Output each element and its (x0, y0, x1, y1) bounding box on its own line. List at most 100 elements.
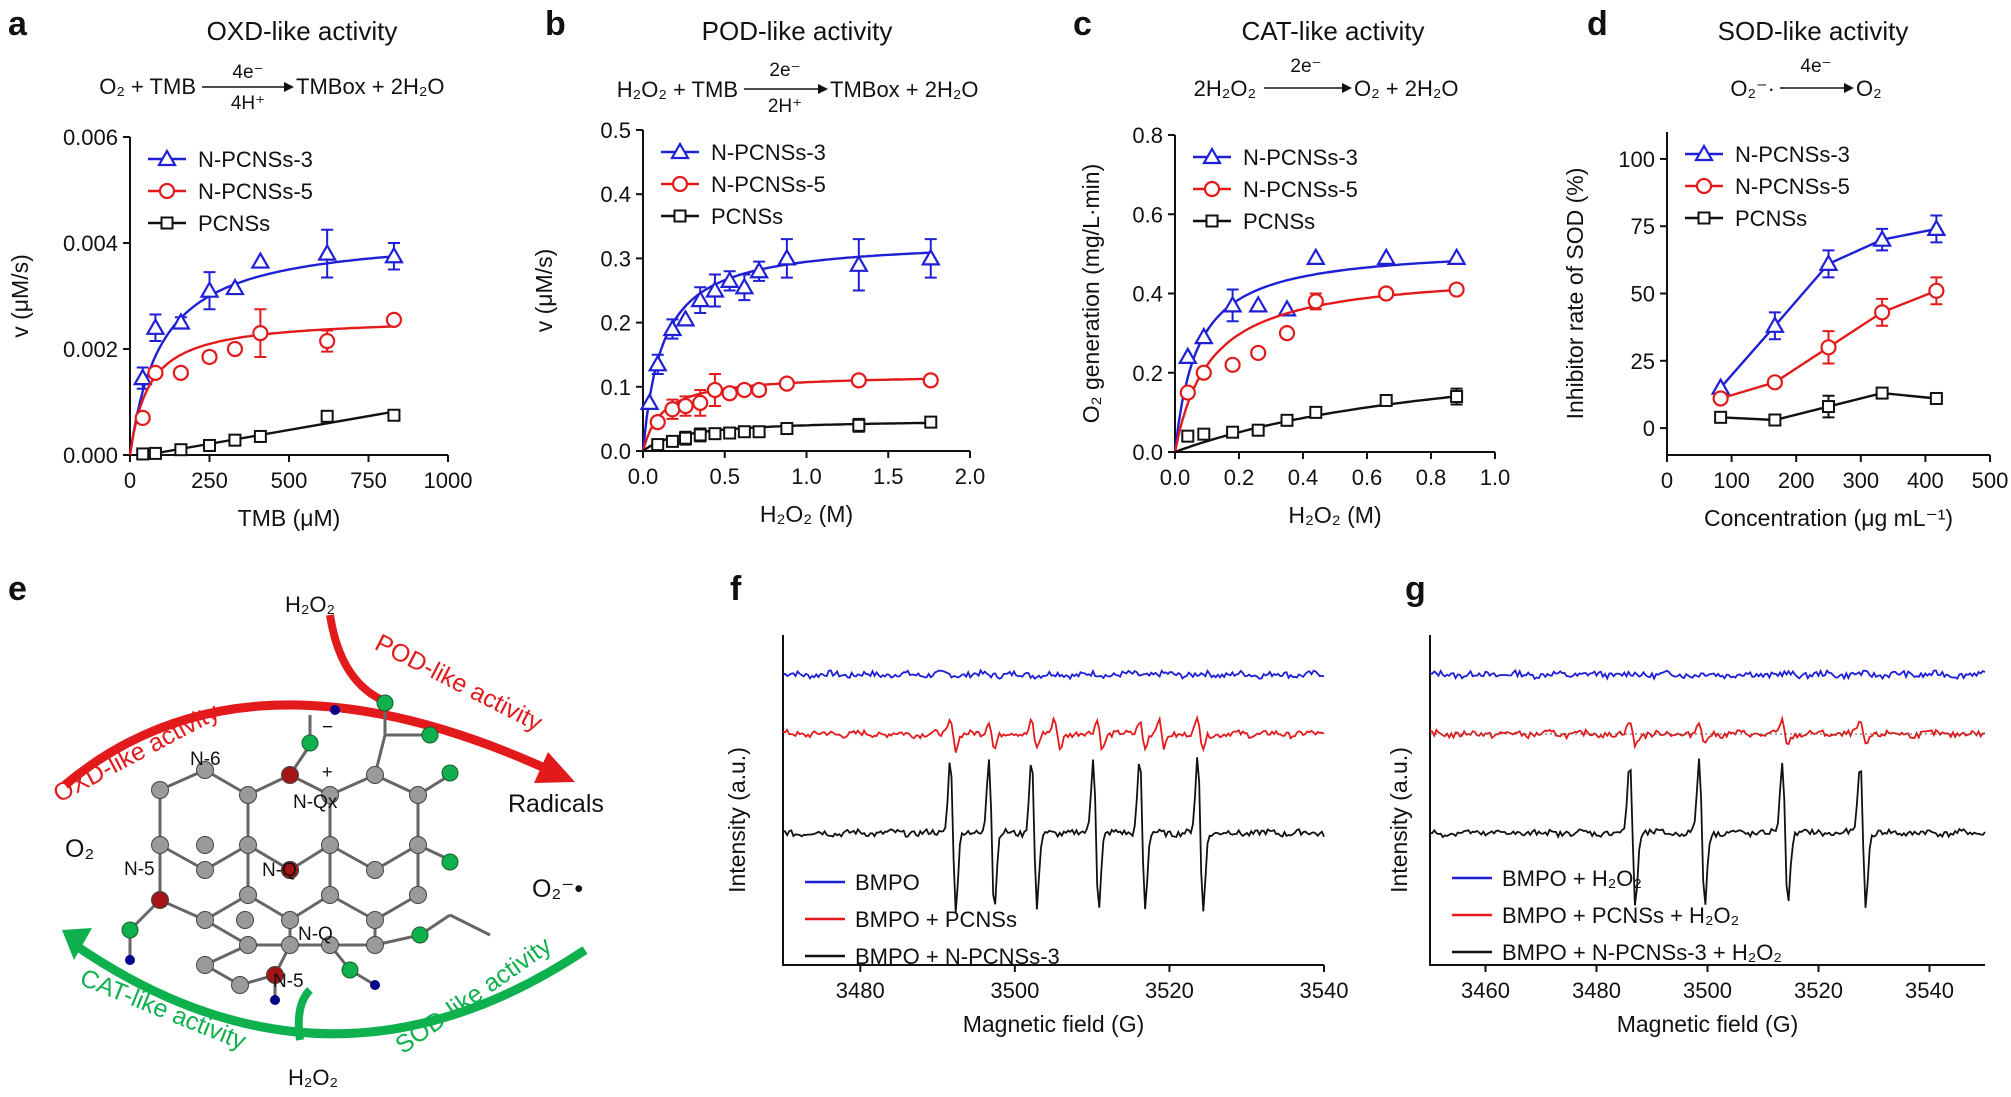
hydrogen-atom (270, 995, 280, 1005)
data-point (1378, 285, 1395, 302)
data-point (1822, 400, 1835, 414)
atom-label-nq-1: N-Q (262, 860, 297, 881)
ytick-label: 0.4 (600, 182, 631, 207)
series-1: N-PCNSs-5 (641, 172, 939, 452)
epr-series-0: BMPO + H₂O₂ (1429, 668, 1986, 891)
xtick-label: 0.0 (1160, 465, 1191, 490)
data-point (1928, 282, 1945, 299)
oxygen-atom (441, 853, 459, 871)
legend-label: PCNSs (198, 211, 270, 236)
data-point (253, 429, 267, 443)
data-point (1179, 384, 1196, 401)
carbon-atom (321, 836, 339, 854)
chart-epr-g: 3460 3480 3500 3520 3540 Magnetic field (G) In… (1386, 635, 1986, 1037)
ytick-label: 0.0 (600, 439, 631, 464)
legend-label: PCNSs (1735, 206, 1807, 231)
legend-label: N-PCNSs-5 (198, 179, 313, 204)
data-point (850, 372, 867, 389)
series-0: N-PCNSs-3 (1173, 145, 1467, 453)
data-point (1818, 253, 1839, 271)
lower-arc (72, 941, 588, 1039)
xtick-label: 1000 (424, 468, 473, 493)
legend-label: N-PCNSs-3 (711, 140, 826, 165)
atom-label-nqx: N-Qx (293, 792, 338, 813)
chart-pod: 0.0 0.5 1.0 1.5 2.0 0.0 0.1 0.2 0.3 0.4 0.5 H₂O₂ (M… (531, 118, 985, 527)
data-point (1177, 346, 1198, 364)
series-line (128, 255, 395, 456)
data-point (665, 434, 679, 448)
data-point (1875, 386, 1889, 400)
data-point (1226, 425, 1240, 439)
data-point (708, 427, 722, 441)
data-point (1224, 356, 1241, 373)
data-point (692, 394, 709, 411)
legend-marker (160, 216, 174, 230)
ytick-label: 0.1 (600, 375, 631, 400)
yaxis-label: O₂ generation (mg/L·min) (1078, 164, 1104, 423)
xaxis-label: H₂O₂ (M) (760, 501, 853, 527)
ytick-label: 0 (1643, 416, 1655, 441)
data-point (719, 270, 740, 288)
xtick-label: 3540 (1905, 978, 1954, 1003)
ytick-label: 0.2 (600, 311, 631, 336)
data-point (228, 433, 242, 447)
yaxis-label: Intensity (a.u.) (724, 747, 750, 893)
oxygen-atom (301, 734, 319, 752)
upper-arc (62, 700, 562, 789)
carbon-atom (231, 976, 249, 994)
upper-arc-head (534, 752, 575, 783)
data-point (734, 277, 755, 295)
carbon-atom (409, 886, 427, 904)
carbon-atom (239, 836, 257, 854)
data-point (1448, 281, 1465, 298)
carbon-atom (196, 761, 214, 779)
ytick-label: 0.4 (1132, 282, 1163, 307)
legend-label: N-PCNSs-3 (198, 147, 313, 172)
carbon-atom (409, 836, 427, 854)
xaxis-label: H₂O₂ (M) (1288, 502, 1381, 528)
data-point (1193, 326, 1214, 345)
data-point (922, 372, 939, 389)
data-point (226, 340, 244, 358)
xtick-label: 100 (1713, 468, 1750, 493)
data-point (225, 277, 245, 296)
ytick-label: 0.0 (1132, 440, 1163, 465)
carbon-atom (281, 936, 299, 954)
legend-label: BMPO (855, 870, 920, 895)
xtick-label: 400 (1907, 468, 1944, 493)
data-point (1446, 247, 1467, 265)
charge-minus: − (322, 717, 333, 738)
xtick-label: 3480 (836, 978, 885, 1003)
xtick-label: 0.2 (1224, 465, 1255, 490)
data-point (203, 438, 216, 452)
superoxide-label: O₂⁻• (532, 875, 583, 903)
nitrogen-atom (281, 766, 299, 784)
epr-series-0: BMPO (782, 668, 1325, 895)
legend-marker (673, 209, 687, 223)
data-point (736, 381, 753, 399)
legend-marker (671, 175, 689, 193)
legend-label: N-PCNSs-5 (711, 172, 826, 197)
data-point (1280, 413, 1294, 427)
data-point (737, 425, 751, 439)
ytick-label: 50 (1631, 282, 1655, 307)
xtick-label: 750 (350, 468, 387, 493)
data-point (1248, 295, 1269, 313)
h2o2-top: H₂O₂ (285, 592, 335, 617)
spectrum-line (782, 757, 1325, 913)
ytick-label: 0.2 (1132, 361, 1163, 386)
chart-oxd: 0 250 500 750 1000 0.000 0.002 0.004 0.006 TMB (μ… (7, 125, 472, 531)
data-point (675, 309, 696, 327)
data-point (1379, 393, 1393, 407)
series-1: N-PCNSs-5 (1173, 177, 1465, 453)
yaxis-label: Intensity (a.u.) (1386, 747, 1412, 893)
data-point (1768, 413, 1782, 427)
data-point (1872, 229, 1893, 247)
data-point (384, 246, 404, 264)
xtick-label: 0.8 (1416, 465, 1447, 490)
data-point (778, 375, 795, 392)
data-point (1305, 247, 1326, 265)
atom-label-nq-2: N-Q (298, 924, 333, 945)
xtick-label: 0.0 (628, 464, 659, 489)
legend-label: N-PCNSs-3 (1735, 142, 1850, 167)
